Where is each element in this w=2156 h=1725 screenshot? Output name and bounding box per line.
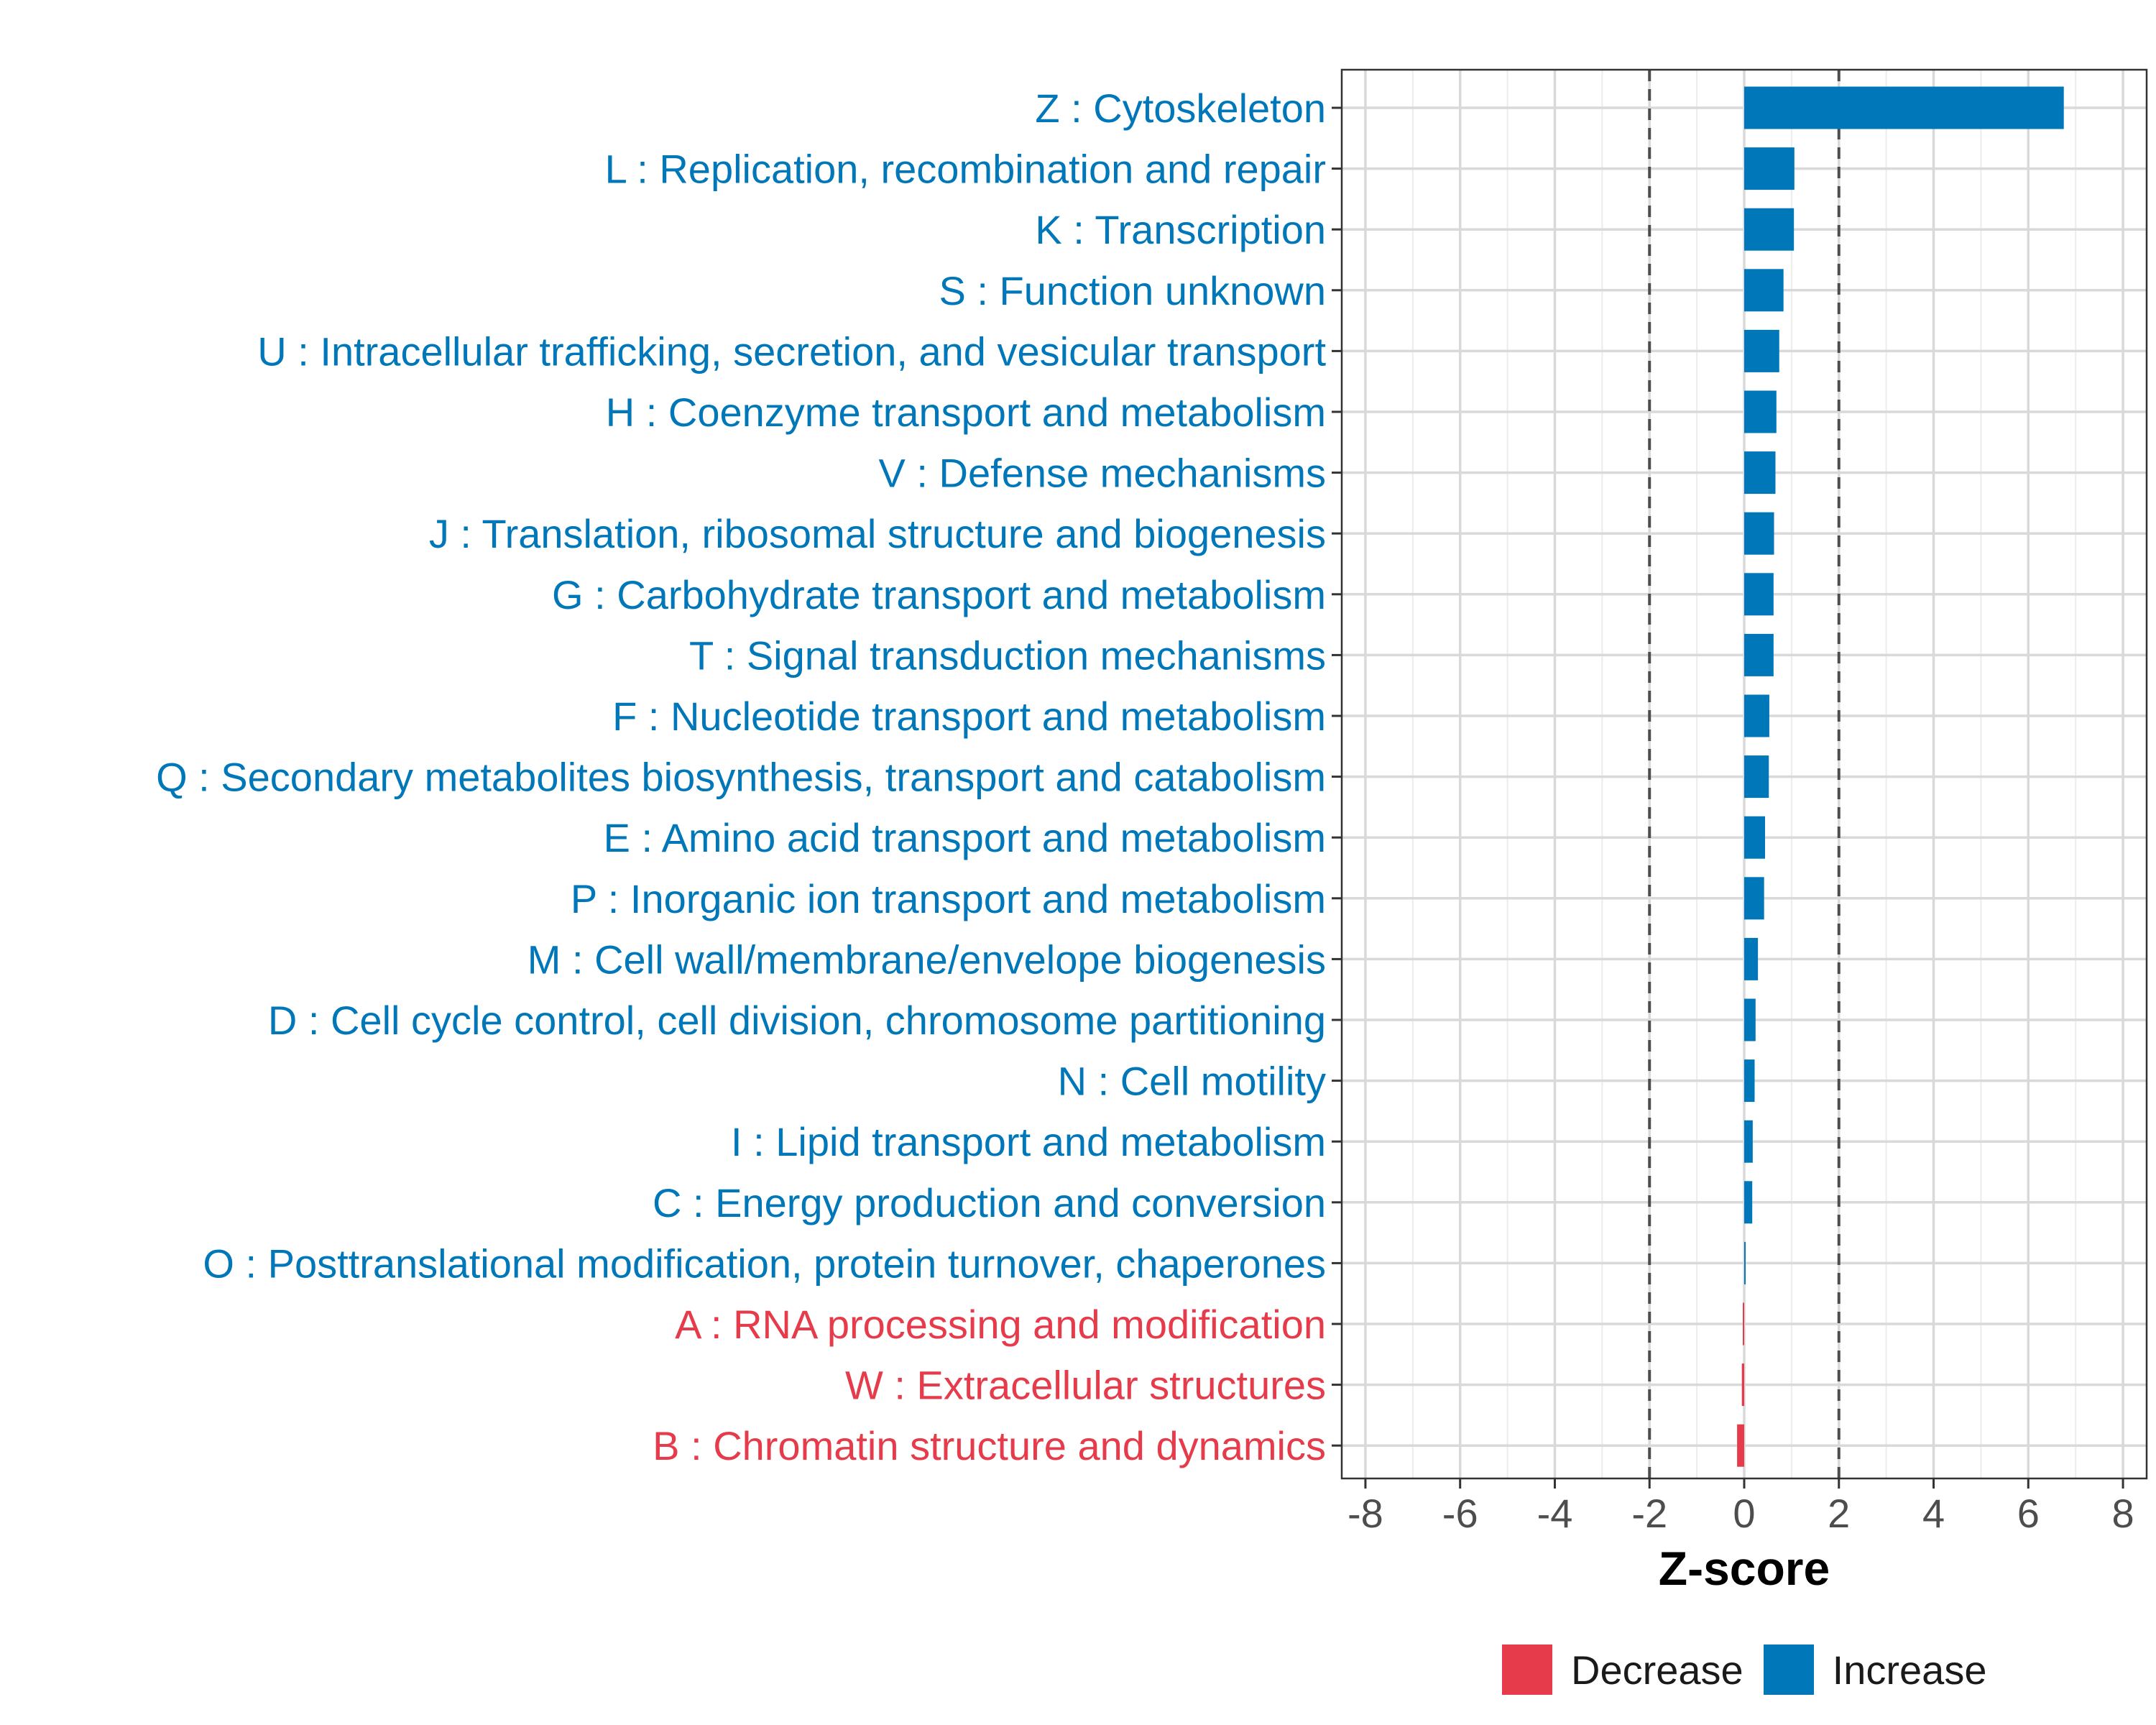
y-tick-label: K : Transcription [1035, 207, 1326, 252]
bar [1744, 816, 1765, 859]
y-tick-label: B : Chromatin structure and dynamics [653, 1423, 1326, 1468]
bars [1737, 86, 2064, 1467]
legend: Decrease Increase [1502, 1644, 2007, 1695]
y-tick-label: Z : Cytoskeleton [1035, 86, 1326, 131]
bar [1744, 694, 1769, 737]
y-tick-label: E : Amino acid transport and metabolism [604, 815, 1326, 860]
bar [1744, 512, 1774, 555]
bar [1744, 937, 1759, 980]
x-tick-label: -6 [1442, 1491, 1478, 1536]
bar [1741, 1363, 1744, 1407]
bar [1737, 1424, 1744, 1467]
bar [1744, 573, 1774, 616]
y-tick-label: W : Extracellular structures [845, 1363, 1326, 1408]
y-axis: Z : Cytoskeleton L : Replication, recombi… [156, 86, 1342, 1468]
x-tick-label: 6 [2017, 1491, 2040, 1536]
y-tick-label: F : Nucleotide transport and metabolism [612, 694, 1326, 739]
y-tick-label: I : Lipid transport and metabolism [731, 1119, 1326, 1164]
threshold-lines [1648, 70, 1841, 1478]
x-axis: -8 -6 -4 -2 0 2 4 6 8 [1348, 1478, 2134, 1536]
y-tick-label: T : Signal transduction mechanisms [689, 632, 1326, 678]
x-tick-label: 2 [1828, 1491, 1850, 1536]
bar [1744, 1059, 1755, 1103]
bar [1744, 755, 1769, 799]
bar [1744, 877, 1764, 920]
y-tick-label: L : Replication, recombination and repai… [605, 147, 1326, 192]
y-tick-label: A : RNA processing and modification [675, 1302, 1326, 1347]
bar [1744, 86, 2064, 129]
y-tick-label: S : Function unknown [939, 268, 1326, 313]
x-axis-title: Z-score [1659, 1542, 1830, 1595]
y-tick-label: P : Inorganic ion transport and metaboli… [571, 876, 1326, 921]
legend-item-decrease: Decrease [1502, 1644, 1743, 1695]
x-tick-label: 8 [2111, 1491, 2134, 1536]
legend-label-decrease: Decrease [1571, 1647, 1743, 1693]
legend-item-increase: Increase [1763, 1644, 1987, 1695]
bar [1743, 1302, 1744, 1346]
bar [1744, 1181, 1753, 1224]
bar [1744, 390, 1777, 433]
bar [1744, 998, 1756, 1041]
x-tick-label: -4 [1537, 1491, 1573, 1536]
bar [1744, 1241, 1746, 1284]
legend-key-increase [1763, 1644, 1814, 1695]
bar [1744, 633, 1774, 676]
y-tick-label: C : Energy production and conversion [653, 1180, 1326, 1225]
x-tick-label: -2 [1631, 1491, 1667, 1536]
legend-label-increase: Increase [1832, 1647, 1987, 1693]
y-tick-label: J : Translation, ribosomal structure and… [429, 511, 1326, 556]
y-tick-label: O : Posttranslational modification, prot… [203, 1241, 1326, 1286]
bar [1744, 208, 1795, 251]
bar [1744, 269, 1784, 312]
x-tick-label: 4 [1922, 1491, 1945, 1536]
bar [1744, 1120, 1753, 1163]
x-tick-label: -8 [1348, 1491, 1383, 1536]
y-tick-label: U : Intracellular trafficking, secretion… [257, 328, 1326, 374]
y-tick-label: M : Cell wall/membrane/envelope biogenes… [528, 937, 1326, 982]
bar [1744, 451, 1776, 494]
bar [1744, 329, 1779, 372]
x-tick-label: 0 [1733, 1491, 1755, 1536]
bar [1744, 147, 1795, 190]
y-tick-label: Q : Secondary metabolites biosynthesis, … [156, 755, 1326, 800]
y-tick-label: D : Cell cycle control, cell division, c… [268, 998, 1326, 1043]
y-tick-label: N : Cell motility [1058, 1059, 1326, 1104]
y-tick-label: H : Coenzyme transport and metabolism [606, 390, 1326, 435]
y-tick-label: G : Carbohydrate transport and metabolis… [552, 572, 1326, 617]
y-tick-label: V : Defense mechanisms [879, 451, 1326, 496]
legend-key-decrease [1502, 1644, 1552, 1695]
